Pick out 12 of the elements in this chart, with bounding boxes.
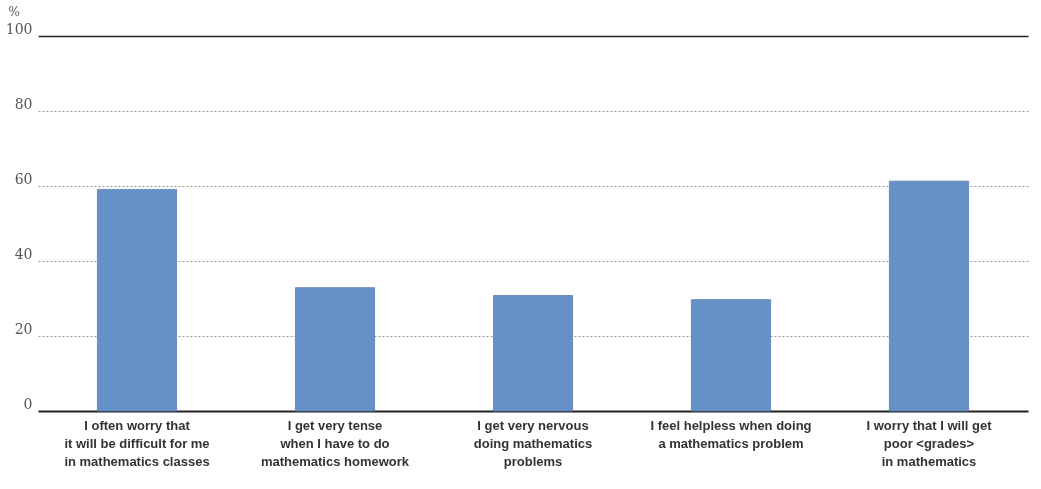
x-tick-label: I feel helpless when doing a mathematics problem [650, 417, 812, 451]
x-tick-label: I get very nervous doing mathematics problems [473, 417, 593, 469]
y-tick-label: 40 [14, 245, 33, 262]
y-axis-title: % [8, 4, 20, 19]
y-tick-label: 60 [14, 170, 33, 187]
y-tick-label: 20 [14, 320, 33, 337]
y-tick-label: 80 [14, 95, 33, 112]
x-tick-label: I get very tense when I have to do mathematics homework [260, 417, 410, 469]
y-tick-label: 100 [5, 20, 33, 37]
x-tick-label: I worry that I will get poor <grades> in mathematics [866, 417, 993, 469]
x-tick-label: I often worry that it will be difficult for me in mathematics classes [64, 417, 210, 469]
y-tick-label: 0 [23, 395, 33, 412]
